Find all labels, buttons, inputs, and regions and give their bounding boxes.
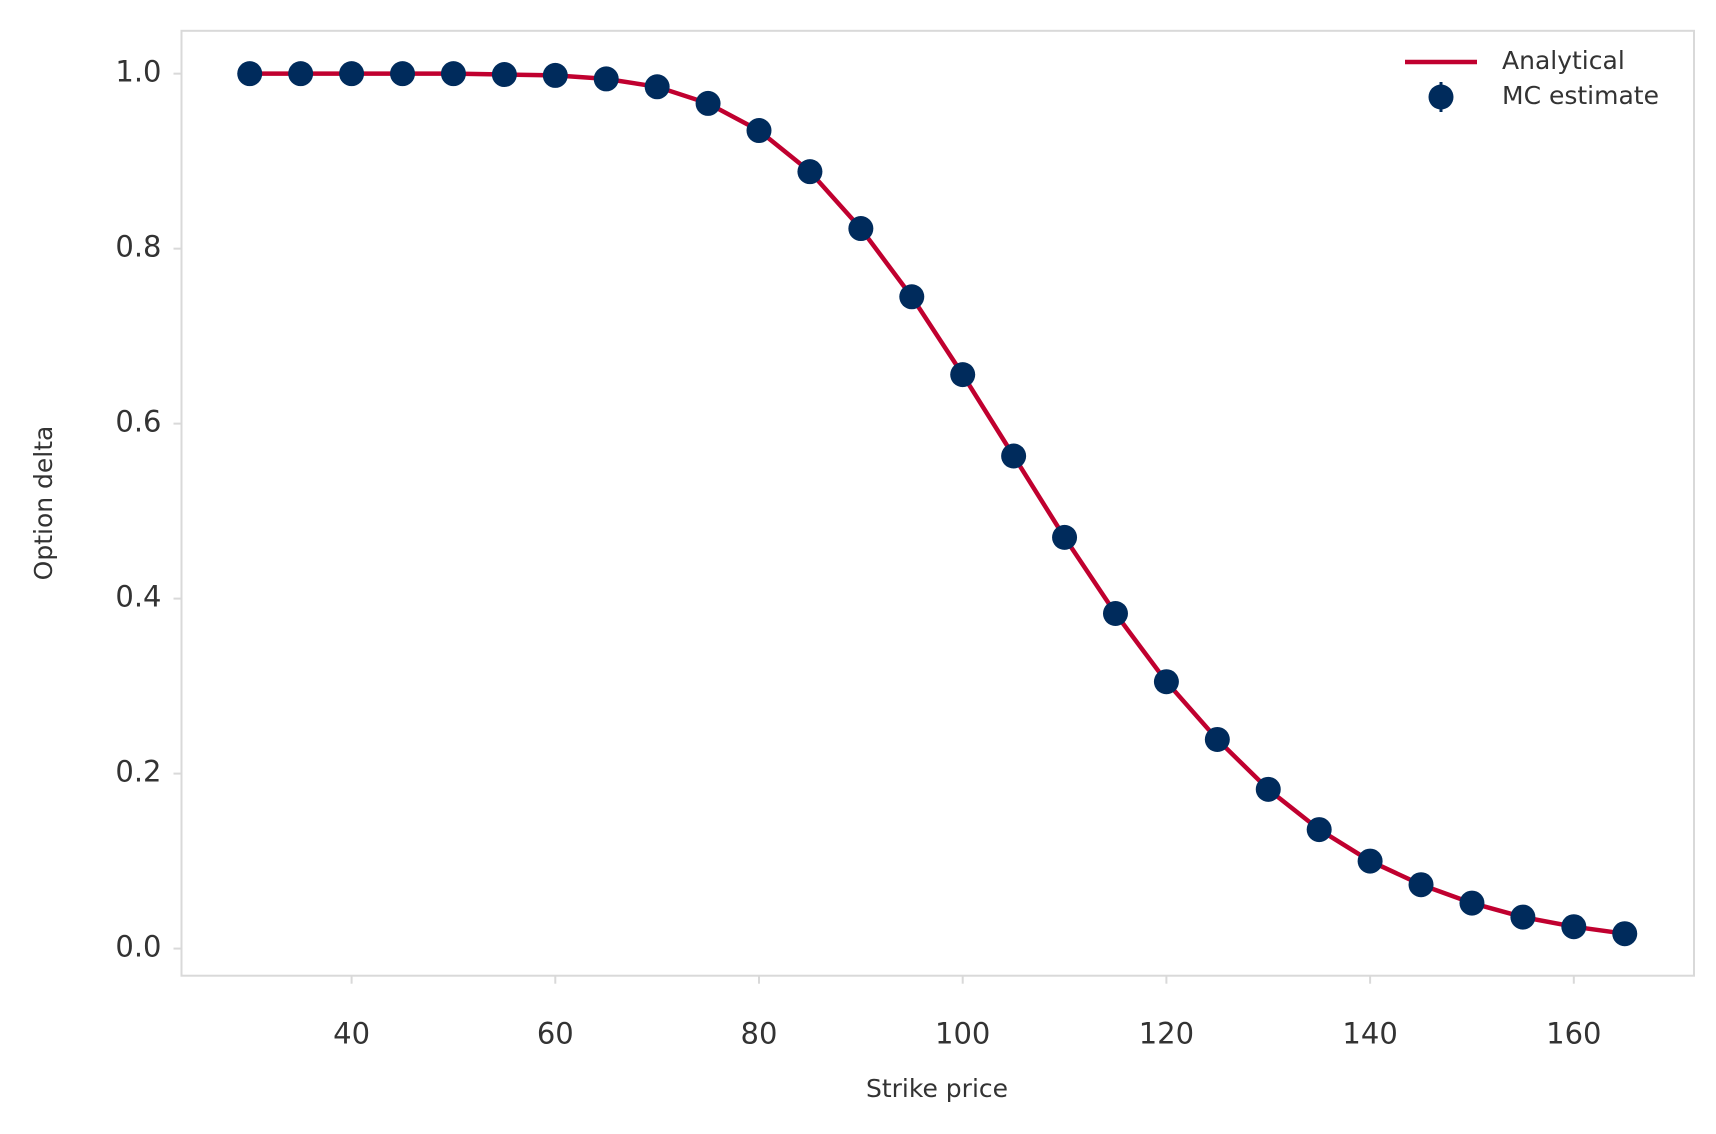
x-tick-label: 40 <box>333 1017 370 1051</box>
mc-point <box>390 61 416 87</box>
mc-point <box>440 61 466 87</box>
mc-point <box>1612 921 1638 947</box>
mc-point <box>950 362 976 388</box>
mc-point <box>593 66 619 92</box>
y-tick-label: 1.0 <box>115 55 161 89</box>
mc-point <box>1052 524 1078 550</box>
analytical-line <box>249 71 1626 936</box>
mc-point <box>1153 669 1179 695</box>
mc-point <box>899 284 925 310</box>
y-tick-label: 0.8 <box>115 230 161 264</box>
mc-point <box>339 61 365 87</box>
x-tick-label: 80 <box>741 1017 778 1051</box>
y-tick-label: 0.2 <box>115 755 161 789</box>
x-axis-label: Strike price <box>866 1074 1008 1103</box>
mc-point <box>1459 890 1485 916</box>
plot-frame <box>180 29 1695 977</box>
mc-point <box>288 61 314 87</box>
mc-point <box>1408 872 1434 898</box>
mc-point <box>491 62 517 88</box>
x-tick-label: 160 <box>1546 1017 1601 1051</box>
y-tick-label: 0.4 <box>115 580 161 614</box>
mc-point <box>1306 817 1332 843</box>
mc-point <box>1001 443 1027 469</box>
mc-point <box>1357 848 1383 874</box>
x-tick-label: 120 <box>1139 1017 1194 1051</box>
mc-point <box>1255 776 1281 802</box>
mc-point <box>1561 914 1587 940</box>
mc-point <box>237 61 263 87</box>
x-tick-label: 140 <box>1342 1017 1397 1051</box>
y-tick-label: 0.6 <box>115 405 161 439</box>
y-axis-label: Option delta <box>29 426 58 581</box>
mc-point <box>797 159 823 185</box>
y-tick-label: 0.0 <box>115 930 161 964</box>
legend-label: Analytical <box>1502 46 1625 75</box>
mc-point <box>848 216 874 242</box>
legend-label: MC estimate <box>1502 81 1659 110</box>
x-tick-label: 100 <box>935 1017 990 1051</box>
mc-point <box>644 74 670 100</box>
mc-point <box>695 90 721 116</box>
mc-point <box>746 118 772 144</box>
mc-point <box>1204 726 1230 752</box>
mc-point <box>542 62 568 88</box>
mc-point <box>1102 600 1128 626</box>
mc-point <box>1510 904 1536 930</box>
x-tick-label: 60 <box>537 1017 574 1051</box>
